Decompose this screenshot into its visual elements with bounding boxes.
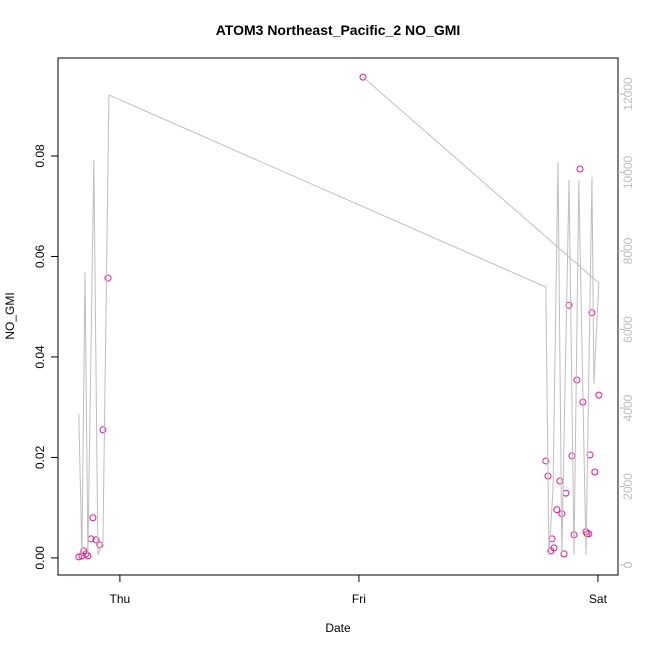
data-point <box>550 544 558 552</box>
y2-tick-label: 0 <box>621 561 635 568</box>
data-point <box>568 452 576 460</box>
data-point <box>562 489 570 497</box>
y2-tick-label: 4000 <box>621 394 635 421</box>
data-point <box>75 553 83 561</box>
data-point <box>82 550 90 558</box>
data-point <box>89 514 97 522</box>
chart-title: ATOM3 Northeast_Pacific_2 NO_GMI <box>216 22 461 38</box>
y2-tick-label: 10000 <box>621 155 635 189</box>
plot-frame <box>57 57 619 576</box>
data-point <box>565 301 573 309</box>
data-point <box>560 550 568 558</box>
y-tick-label: 0.06 <box>33 244 47 268</box>
altitude-line <box>78 76 600 556</box>
y-tick-label: 0.08 <box>33 144 47 168</box>
data-point <box>586 451 594 459</box>
data-point <box>96 541 104 549</box>
y2-tick-label: 12000 <box>621 77 635 111</box>
y-tick-label: 0.02 <box>33 445 47 469</box>
data-point <box>359 73 367 81</box>
data-point <box>92 536 100 544</box>
y2-tick-label: 2000 <box>621 473 635 500</box>
data-point <box>104 274 112 282</box>
data-point <box>591 468 599 476</box>
x-tick-label: Fri <box>352 592 366 606</box>
data-point <box>595 391 603 399</box>
data-point <box>573 376 581 384</box>
x-axis-label: Date <box>325 621 351 635</box>
y2-tick-label: 8000 <box>621 237 635 264</box>
data-point <box>583 530 591 538</box>
x-tick-label: Thu <box>110 592 131 606</box>
y2-tick-label: 6000 <box>621 316 635 343</box>
y-tick-label: 0.04 <box>33 345 47 369</box>
y-axis-label: NO_GMI <box>3 292 17 339</box>
data-point <box>588 309 596 317</box>
data-point <box>556 477 564 485</box>
data-point <box>553 506 561 514</box>
x-tick-label: Sat <box>589 592 608 606</box>
y-tick-label: 0.00 <box>33 546 47 570</box>
data-point <box>99 426 107 434</box>
data-point <box>576 165 584 173</box>
data-point <box>542 457 550 465</box>
